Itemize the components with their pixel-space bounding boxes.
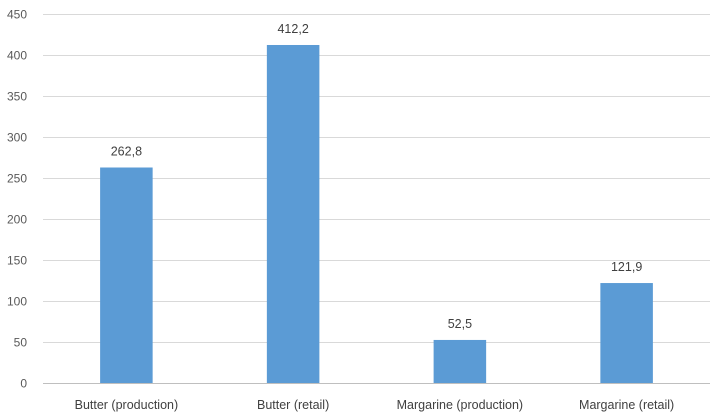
data-label: 262,8 [111,145,142,159]
y-tick-label: 450 [7,8,27,22]
bar [266,44,320,383]
y-tick-label: 50 [14,336,28,350]
bar [100,167,153,383]
x-axis-labels: Butter (production) Butter (retail) Margar… [75,398,675,412]
y-tick-label: 150 [7,254,27,268]
y-tick-label: 100 [7,295,27,309]
x-category-label: Margarine (retail) [579,398,674,412]
gridlines [43,14,710,343]
y-tick-label: 300 [7,131,27,145]
bar [433,339,487,383]
y-tick-label: 200 [7,213,27,227]
y-tick-label: 400 [7,49,27,63]
y-tick-label: 350 [7,90,27,104]
data-label: 412,2 [277,22,308,36]
data-label: 121,9 [611,260,642,274]
data-label: 52,5 [448,317,472,331]
y-axis-ticks: 0 50 100 150 200 250 300 350 400 450 [7,8,27,391]
bar [600,283,653,383]
x-category-label: Margarine (production) [397,398,523,412]
bars [100,44,653,383]
data-labels: 262,8 412,2 52,5 121,9 [111,22,643,331]
x-category-label: Butter (production) [75,398,179,412]
x-category-label: Butter (retail) [257,398,329,412]
y-tick-label: 250 [7,172,27,186]
y-tick-label: 0 [20,377,27,391]
